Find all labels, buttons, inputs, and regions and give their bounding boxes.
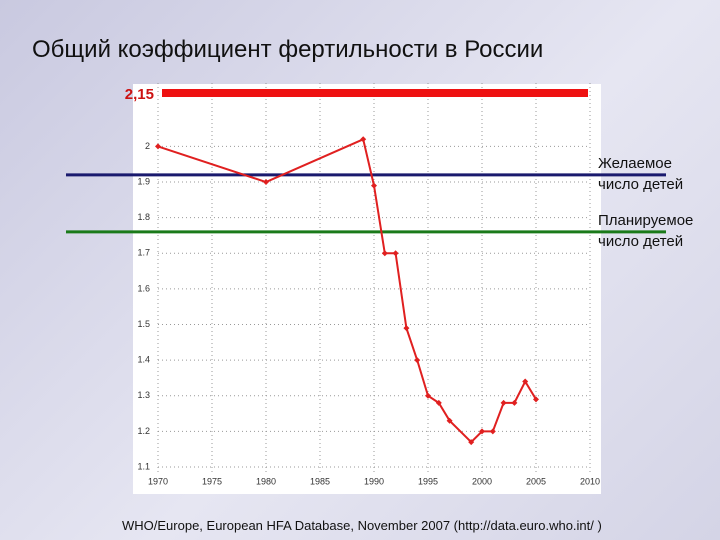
x-tick-label: 2000 bbox=[472, 476, 492, 486]
data-point bbox=[360, 136, 367, 143]
x-tick-label: 1995 bbox=[418, 476, 438, 486]
y-tick-label: 1.7 bbox=[137, 248, 150, 258]
data-point bbox=[500, 399, 507, 406]
data-point bbox=[522, 378, 529, 385]
data-point bbox=[414, 357, 421, 364]
data-point bbox=[381, 250, 388, 257]
x-tick-label: 1980 bbox=[256, 476, 276, 486]
y-tick-label: 1.1 bbox=[137, 461, 150, 471]
y-tick-label: 1.5 bbox=[137, 319, 150, 329]
data-point bbox=[511, 399, 518, 406]
target-label: 2,15 bbox=[125, 86, 154, 103]
y-tick-label: 1.4 bbox=[137, 355, 150, 365]
data-point bbox=[435, 399, 442, 406]
data-point bbox=[489, 428, 496, 435]
y-tick-label: 1.3 bbox=[137, 390, 150, 400]
x-tick-label: 1985 bbox=[310, 476, 330, 486]
slide-title: Общий коэффициент фертильности в России bbox=[32, 36, 544, 63]
data-point bbox=[371, 182, 377, 189]
reference-label: Планируемое число детей bbox=[598, 211, 694, 250]
data-point bbox=[468, 439, 475, 446]
reference-label: Желаемое число детей bbox=[598, 154, 684, 193]
y-tick-label: 1.8 bbox=[137, 212, 150, 222]
source: WHO/Europe, European HFA Database, Novem… bbox=[122, 518, 602, 533]
data-point bbox=[446, 417, 453, 424]
x-tick-label: 1970 bbox=[148, 476, 168, 486]
x-tick-label: 1990 bbox=[364, 476, 384, 486]
y-tick-label: 2 bbox=[145, 141, 150, 151]
data-point bbox=[403, 325, 410, 332]
data-point bbox=[392, 250, 399, 257]
data-point bbox=[425, 392, 431, 399]
y-tick-label: 1.9 bbox=[137, 176, 150, 186]
y-tick-label: 1.6 bbox=[137, 283, 150, 293]
x-tick-label: 2010 bbox=[580, 476, 600, 486]
x-tick-label: 2005 bbox=[526, 476, 546, 486]
data-point bbox=[155, 143, 161, 150]
data-point bbox=[263, 179, 269, 186]
data-point bbox=[479, 428, 485, 435]
x-tick-label: 1975 bbox=[202, 476, 222, 486]
y-tick-label: 1.2 bbox=[137, 426, 150, 436]
data-point bbox=[533, 396, 539, 403]
